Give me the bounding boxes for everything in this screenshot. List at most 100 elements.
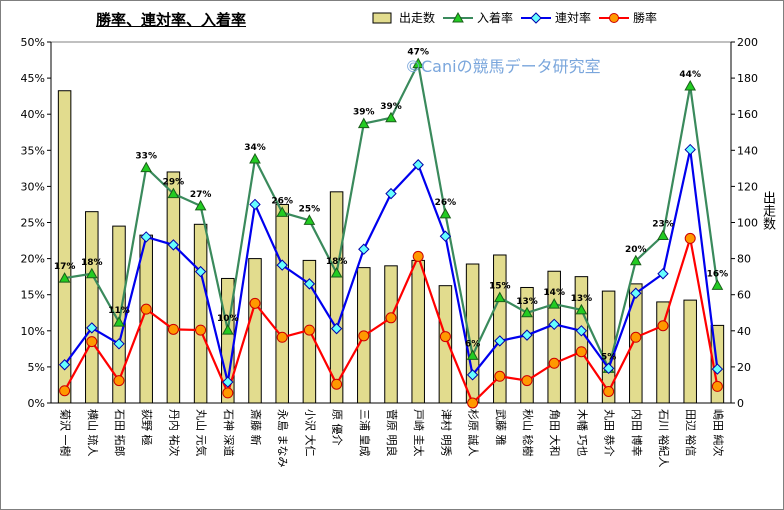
- x-tick-label: 秋山 稔樹: [521, 409, 535, 457]
- data-label-place: 29%: [163, 178, 185, 188]
- point-勝率: [331, 378, 343, 390]
- y-tick-label: 40%: [21, 108, 45, 121]
- point-連対率: [58, 359, 71, 371]
- point-入着率: [657, 229, 669, 240]
- point-連対率: [494, 335, 506, 347]
- point-入着率: [221, 324, 234, 335]
- point-入着率: [113, 316, 125, 327]
- point-入着率: [194, 199, 207, 211]
- point-勝率: [195, 324, 207, 336]
- legend-swatch-place: [443, 11, 474, 22]
- x-tick-label: 石川 裕紀人: [657, 409, 670, 468]
- data-label-place: 10%: [217, 314, 239, 324]
- x-tick-label: 角田 大和: [548, 409, 562, 457]
- y2-tick-label: 200: [737, 36, 758, 49]
- legend-label-top2: 連対率: [555, 11, 592, 25]
- point-入着率: [58, 272, 71, 283]
- bar-starts: [85, 211, 99, 404]
- chart-title: 勝率、連対率、入着率: [96, 11, 247, 29]
- data-label-place: 16%: [707, 269, 729, 279]
- x-tick-label: 丹内 祐次: [167, 409, 181, 457]
- point-入着率: [140, 161, 153, 173]
- x-tick-label: 木幡 巧也: [575, 409, 589, 457]
- point-勝率: [603, 385, 615, 397]
- bar-starts: [166, 171, 181, 404]
- data-label-place: 13%: [571, 294, 593, 304]
- point-連対率: [412, 159, 424, 171]
- bar-starts: [629, 283, 643, 404]
- y-tick-label: 0%: [28, 397, 45, 410]
- point-勝率: [222, 387, 234, 399]
- x-tick-label: 杉原 誠人: [467, 409, 481, 457]
- y-tick-label: 20%: [21, 253, 45, 266]
- data-label-place: 26%: [435, 198, 457, 208]
- y2-tick-label: 0: [737, 397, 744, 410]
- data-label-place: 25%: [299, 204, 321, 214]
- point-入着率: [575, 303, 588, 315]
- legend-item-top2: 連対率: [521, 9, 591, 26]
- point-入着率: [357, 117, 370, 129]
- data-label-place: 26%: [271, 196, 293, 206]
- point-連対率: [602, 362, 615, 375]
- point-入着率: [629, 254, 642, 266]
- point-連対率: [222, 376, 234, 388]
- data-label-place: 15%: [489, 282, 511, 292]
- legend-swatch-win: [599, 12, 630, 23]
- y-tick-label: 45%: [21, 72, 45, 85]
- data-label-place: 11%: [108, 306, 130, 316]
- point-連対率: [466, 369, 479, 381]
- point-入着率: [276, 206, 289, 217]
- y2-tick-label: 40: [737, 325, 751, 338]
- y-tick-label: 30%: [21, 180, 45, 193]
- point-勝率: [439, 331, 451, 343]
- y2-tick-label: 160: [737, 108, 758, 121]
- point-連対率: [385, 187, 397, 200]
- bar-starts: [248, 258, 262, 404]
- x-tick-label: 嶋田 純次: [711, 409, 725, 457]
- point-勝率: [86, 336, 98, 348]
- data-label-place: 27%: [190, 190, 212, 200]
- legend-swatch-starts: [372, 12, 392, 23]
- point-連対率: [711, 363, 724, 375]
- data-label-place: 13%: [516, 297, 538, 307]
- x-tick-label: 永島 まなみ: [276, 409, 290, 468]
- x-tick-label: 横山 琉人: [86, 409, 100, 457]
- point-勝率: [276, 331, 288, 343]
- bar-starts: [438, 285, 453, 404]
- point-入着率: [330, 267, 343, 278]
- bar-starts: [384, 265, 398, 404]
- y2-tick-label: 80: [737, 253, 751, 266]
- legend: 出走数 入着率 連対率 勝率: [369, 9, 657, 26]
- data-label-place: 47%: [407, 48, 429, 58]
- point-入着率: [521, 306, 533, 318]
- point-勝率: [521, 375, 533, 387]
- point-連対率: [249, 198, 261, 211]
- point-入着率: [548, 298, 561, 309]
- point-勝率: [303, 324, 315, 336]
- legend-swatch-top2: [521, 11, 552, 24]
- bar-starts: [411, 259, 425, 404]
- y2-tick-label: 100: [737, 217, 758, 230]
- x-tick-label: 菅原 明良: [385, 409, 399, 457]
- point-勝率: [385, 312, 397, 324]
- point-連対率: [140, 231, 152, 243]
- legend-label-starts: 出走数: [399, 11, 436, 25]
- point-勝率: [412, 250, 424, 262]
- x-tick-label: 石神 深道: [222, 409, 236, 457]
- data-label-place: 18%: [81, 258, 103, 268]
- point-入着率: [167, 187, 180, 199]
- data-label-place: 33%: [135, 152, 157, 162]
- point-勝率: [711, 380, 723, 392]
- y2-tick-label: 120: [737, 180, 758, 193]
- bar-starts: [57, 90, 72, 404]
- point-連対率: [358, 243, 370, 255]
- watermark: ©Caniの競馬データ研究室: [405, 57, 601, 76]
- x-tick-label: 石田 拓郎: [113, 409, 127, 457]
- point-入着率: [684, 80, 697, 91]
- x-tick-label: 荻野 極: [140, 409, 154, 446]
- x-tick-label: 小沢 大仁: [303, 409, 317, 457]
- y-tick-label: 5%: [28, 361, 45, 374]
- point-連対率: [330, 322, 343, 335]
- data-label-place: 39%: [353, 108, 375, 118]
- y2-tick-label: 140: [737, 144, 758, 157]
